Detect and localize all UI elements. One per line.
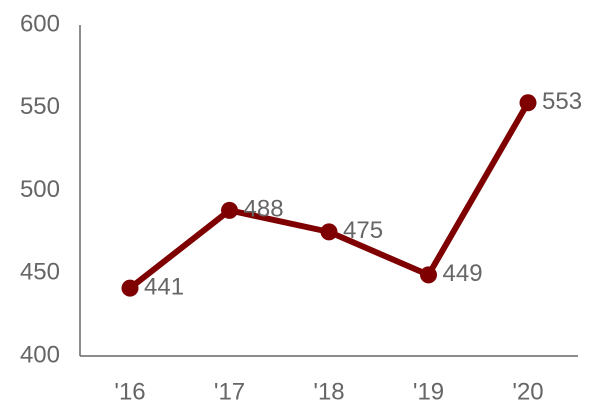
x-tick-label: '18: [313, 378, 344, 405]
y-tick-label: 500: [20, 176, 60, 203]
x-tick-label: '20: [512, 378, 543, 405]
axes-layer: [79, 25, 578, 357]
data-label: 553: [542, 88, 582, 115]
y-tick-label: 550: [20, 93, 60, 120]
y-tick-labels: 400 450 500 550 600: [20, 10, 60, 368]
data-label: 488: [244, 196, 284, 223]
y-tick-label: 400: [20, 341, 60, 368]
x-tick-label: '19: [413, 378, 444, 405]
data-point: [320, 223, 338, 241]
x-tick-label: '16: [114, 378, 145, 405]
data-point: [519, 94, 537, 112]
data-label: 475: [343, 217, 383, 244]
data-label: 449: [443, 260, 483, 287]
x-tick-label: '17: [214, 378, 245, 405]
data-point: [121, 279, 139, 297]
data-point: [221, 201, 238, 219]
y-tick-label: 600: [20, 10, 60, 37]
series-layer: [121, 94, 537, 297]
y-tick-label: 450: [20, 259, 60, 286]
data-label: 441: [144, 273, 184, 300]
data-point: [420, 266, 437, 284]
data-labels: 441 488 475 449 553: [144, 88, 582, 300]
x-tick-labels: '16 '17 '18 '19 '20: [114, 378, 543, 405]
